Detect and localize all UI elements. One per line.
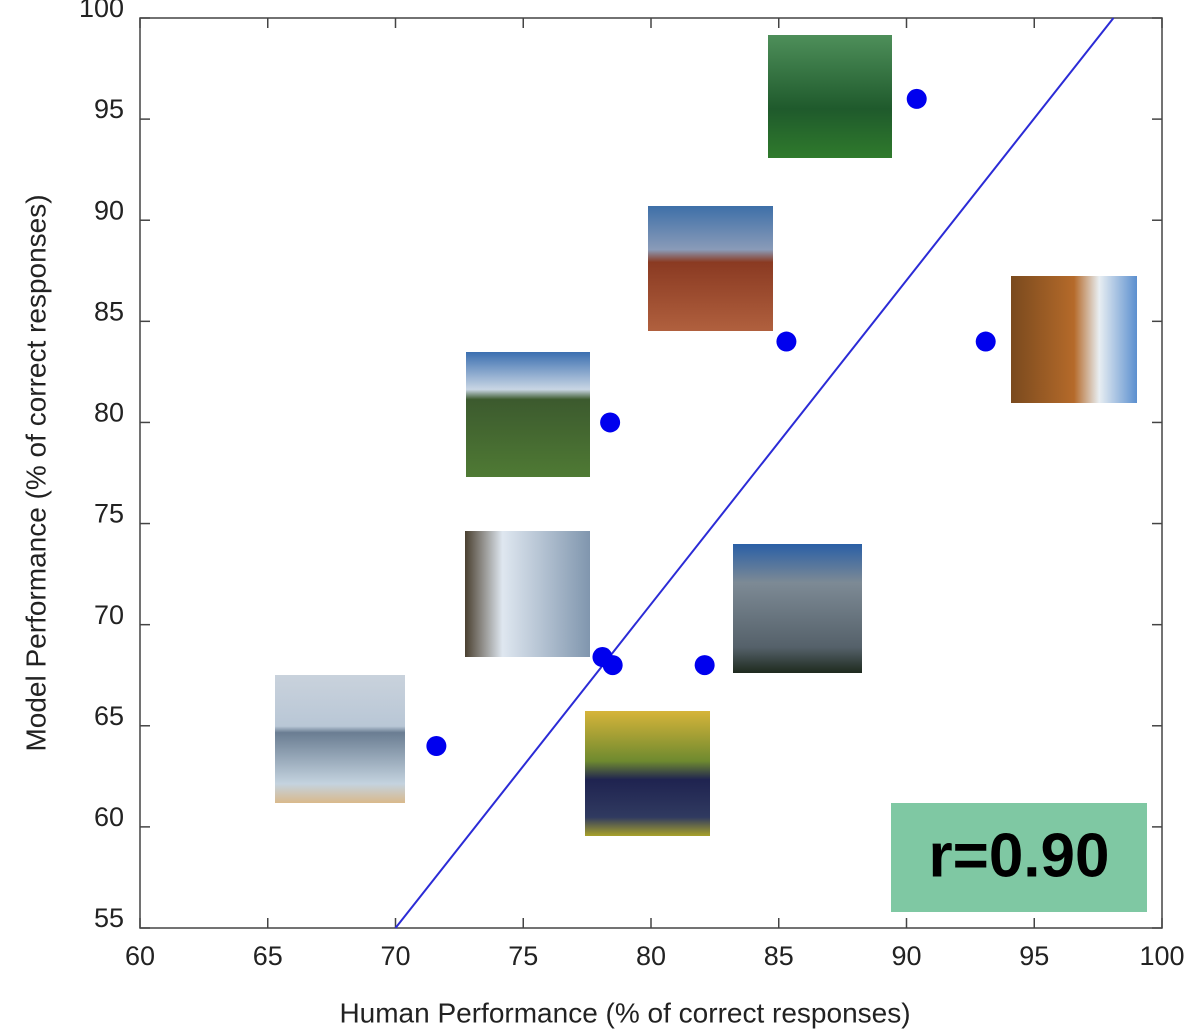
x-tick-label: 85 bbox=[764, 941, 794, 971]
y-tick-label: 55 bbox=[94, 903, 124, 933]
mountain-image bbox=[733, 544, 862, 673]
point bbox=[776, 332, 796, 352]
point bbox=[600, 412, 620, 432]
y-tick-label: 75 bbox=[94, 499, 124, 529]
y-tick-label: 100 bbox=[79, 0, 124, 23]
x-tick-label: 80 bbox=[636, 941, 666, 971]
x-tick-label: 60 bbox=[125, 941, 155, 971]
grassland-image bbox=[466, 352, 590, 477]
y-tick-label: 85 bbox=[94, 296, 124, 326]
x-tick-label: 75 bbox=[508, 941, 538, 971]
y-tick-label: 70 bbox=[94, 600, 124, 630]
y-tick-label: 65 bbox=[94, 701, 124, 731]
x-tick-label: 70 bbox=[380, 941, 410, 971]
desert-image bbox=[648, 206, 773, 331]
point bbox=[695, 655, 715, 675]
x-tick-label: 65 bbox=[253, 941, 283, 971]
point bbox=[907, 89, 927, 109]
waterfall-image bbox=[1011, 276, 1137, 403]
x-tick-label: 90 bbox=[891, 941, 921, 971]
point bbox=[426, 736, 446, 756]
y-tick-label: 80 bbox=[94, 398, 124, 428]
point bbox=[976, 332, 996, 352]
chart: r=0.90 Human Performance (% of correct r… bbox=[0, 0, 1185, 1032]
x-tick-label: 100 bbox=[1139, 941, 1184, 971]
x-tick-label: 95 bbox=[1019, 941, 1049, 971]
x-axis-title: Human Performance (% of correct response… bbox=[339, 997, 910, 1028]
y-tick-label: 90 bbox=[94, 195, 124, 225]
lake-image bbox=[585, 711, 710, 836]
y-tick-label: 95 bbox=[94, 94, 124, 124]
scene-images bbox=[275, 35, 1137, 836]
y-tick-label: 60 bbox=[94, 802, 124, 832]
y-axis-title: Model Performance (% of correct response… bbox=[20, 194, 51, 751]
forest-image bbox=[768, 35, 892, 158]
point bbox=[603, 655, 623, 675]
annotation: r=0.90 bbox=[928, 821, 1109, 890]
coast-image bbox=[275, 675, 405, 803]
river-image bbox=[465, 531, 590, 657]
